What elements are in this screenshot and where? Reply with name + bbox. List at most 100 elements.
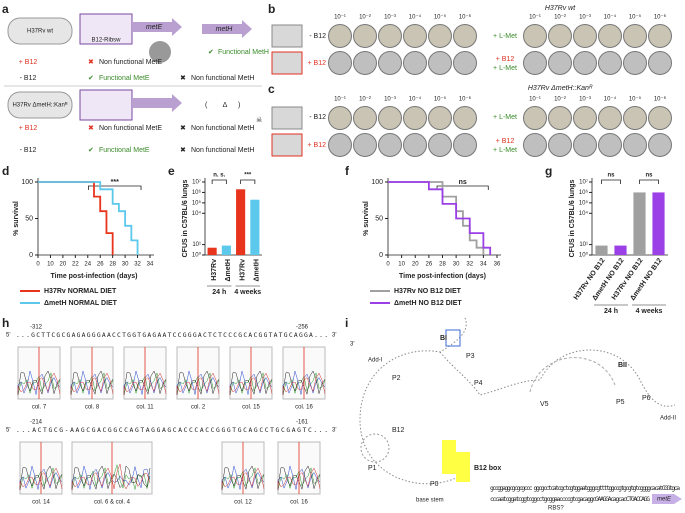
gene-label: metE (146, 24, 163, 31)
row-label: - B12 (309, 114, 326, 121)
trace (277, 465, 321, 490)
mete-status: Functional MetE (99, 75, 150, 82)
plate (648, 133, 672, 157)
position: -312 (30, 325, 43, 331)
dilution-label: 10⁻⁵ (434, 96, 447, 103)
y-axis-label: % survival (13, 201, 20, 236)
trace (221, 467, 265, 490)
strain-label: H37Rv wt (27, 29, 53, 35)
significance-bracket (639, 179, 659, 184)
colony-label: col. 16 (295, 405, 313, 411)
panel-label: f (345, 164, 350, 178)
y-tick-label: 10⁷ (192, 179, 201, 186)
loop (360, 433, 390, 463)
trace (277, 465, 321, 491)
x-tick-label: 26 (97, 262, 104, 268)
mete-status: Non functional MetE (99, 59, 162, 66)
panel-label: a (2, 2, 9, 16)
gene-arrow (132, 94, 182, 112)
gene-label: metE (657, 497, 672, 503)
y-tick-label: 100 (21, 179, 33, 186)
gene-arrow (652, 494, 682, 504)
dilution-label: 10⁻² (554, 15, 566, 21)
plate (598, 51, 622, 75)
plate (428, 106, 452, 130)
x-tick-label: 36 (494, 262, 501, 268)
riboswitch-box (79, 13, 133, 45)
panel-a: H37Rv wt B12-Ribsw metE metH + B12 ✖ Non… (4, 13, 269, 154)
trace (70, 372, 114, 395)
rbs-label: RBS? (548, 506, 564, 512)
x-tick-label: 28 (109, 262, 116, 268)
rna-strand (439, 349, 676, 407)
trace (123, 372, 167, 395)
plate (378, 24, 402, 48)
plate (623, 133, 647, 157)
dilution-label: 10⁻³ (384, 15, 396, 21)
helix-label: V5 (540, 401, 549, 408)
row-label: + L-Met (493, 33, 517, 40)
plate (328, 24, 352, 48)
y-tick-label: 10⁰ (192, 252, 202, 259)
x-tick-label: 34 (480, 262, 487, 268)
x-tick-label: 22 (72, 262, 79, 268)
dilution-label: 10⁻² (359, 15, 371, 21)
y-tick-label: 10⁴ (192, 210, 202, 217)
condition: + B12 (19, 125, 38, 132)
y-tick-label: 10⁶ (192, 189, 202, 196)
condition: - B12 (20, 147, 37, 154)
protein (149, 41, 171, 63)
trace (282, 372, 326, 395)
dilution-label: 10⁻⁴ (409, 96, 422, 103)
y-axis-label: CFUS in C57BL/6 lungs (182, 180, 189, 258)
y-tick-label: 10⁷ (579, 179, 588, 186)
panel-label: b (268, 2, 275, 16)
plate (523, 51, 547, 75)
x-tick-label: 10 (47, 262, 54, 268)
colony-label: col. 16 (290, 500, 308, 506)
group-label: 4 weeks (636, 308, 663, 315)
trace (17, 370, 61, 396)
x-tick-label: 30 (122, 262, 129, 268)
row-label: + B12 (308, 60, 327, 67)
strand-end: 5' (6, 428, 10, 434)
helix-label: P2 (392, 375, 401, 382)
dilution-label: 10⁻³ (579, 15, 591, 21)
strain-label: H37Rv ΔmetH::Kanᴿ (12, 102, 67, 109)
colony-label: col. 6 & col. 4 (94, 500, 131, 506)
colony-label: col. 12 (234, 500, 252, 506)
dilution-label: 10⁻² (359, 97, 371, 103)
bar (236, 189, 246, 255)
meth-status: Non functional MetH (191, 125, 254, 132)
plate (623, 106, 647, 130)
plate (403, 24, 427, 48)
row-label: + B12 (308, 142, 327, 149)
plate-thumbnail (271, 24, 303, 48)
strand-end: 3' (332, 333, 336, 339)
cross-icon: ✖ (180, 147, 186, 154)
plate (598, 133, 622, 157)
cell (7, 91, 73, 119)
strand-end: 3' (332, 428, 336, 434)
plate (573, 106, 597, 130)
legend-label: H37Rv NORMAL DIET (44, 288, 117, 295)
site-label: Add-I (368, 358, 383, 364)
y-tick-label: 10⁶ (579, 189, 589, 196)
group-label: 4 weeks (234, 289, 261, 296)
significance-bracket (436, 185, 489, 190)
plate-title: H37Rv wt (545, 5, 576, 12)
legend-label: H37Rv NO B12 DIET (394, 288, 462, 295)
dilution-label: 10⁻¹ (529, 97, 541, 103)
y-tick-label: 0 (29, 252, 33, 259)
b12-box-highlight (456, 452, 470, 482)
strand-end: 5' (6, 333, 10, 339)
trace (176, 370, 220, 395)
meth-status: Functional MetH (218, 49, 269, 56)
survival-line (388, 181, 492, 255)
parenthesis: ( (205, 102, 208, 109)
plate (453, 106, 477, 130)
gene-label: metH (216, 26, 234, 33)
significance-bracket (88, 185, 142, 190)
rna-strand (359, 317, 471, 485)
plate-thumbnail (271, 51, 303, 75)
